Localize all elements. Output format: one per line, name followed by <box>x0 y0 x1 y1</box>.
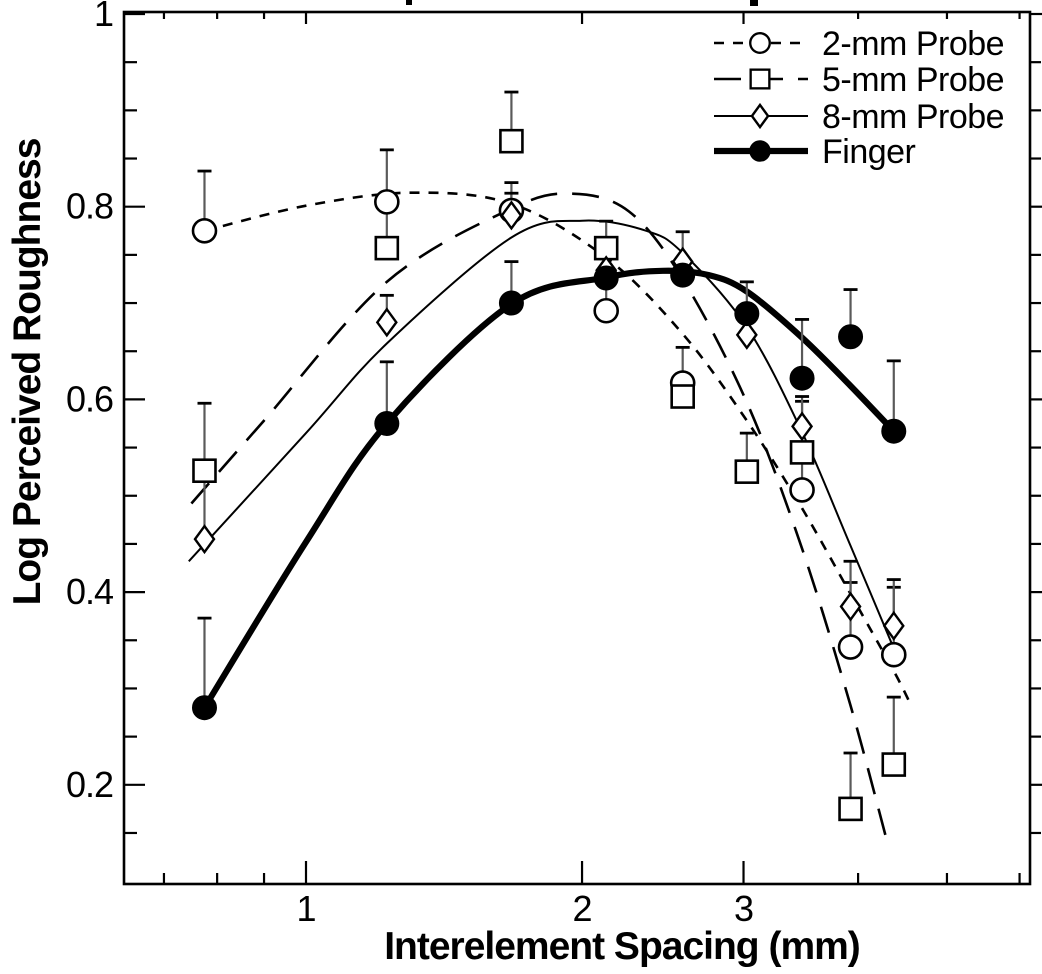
legend-label: Finger <box>822 133 916 171</box>
y-axis-title: Log Perceived Roughness <box>6 138 49 605</box>
legend-item-5-mm-probe: 5-mm Probe <box>714 61 1005 99</box>
legend-marker-open-square <box>749 68 771 90</box>
series-finger <box>191 262 907 721</box>
legend-item-2-mm-probe: 2-mm Probe <box>714 25 1005 63</box>
legend-label: 8-mm Probe <box>822 98 1004 136</box>
data-markers <box>191 128 907 822</box>
fit-curve-5-mm-probe <box>190 192 889 842</box>
fit-curves <box>188 191 911 842</box>
legend-item-finger: Finger <box>714 133 916 171</box>
legend-label: 5-mm Probe <box>822 61 1004 99</box>
x-tick-label: 1 <box>296 888 315 929</box>
y-tick-label: 0.6 <box>66 378 113 419</box>
legend-item-8-mm-probe: 8-mm Probe <box>714 98 1005 136</box>
y-tick-label: 0.4 <box>66 571 113 612</box>
series-8-mm-probe <box>193 200 905 641</box>
scan-artifact <box>750 0 758 6</box>
x-tick-label: 2 <box>573 888 592 929</box>
tick-labels: 1 0.8 0.6 0.4 0.2 1 2 3 <box>66 0 754 929</box>
y-tick-label: 1 <box>94 0 113 34</box>
axis-ticks <box>124 12 1042 884</box>
legend-marker-filled-circle <box>749 140 771 162</box>
y-tick-label: 0.8 <box>66 186 113 227</box>
legend-marker-open-circle <box>749 32 771 54</box>
x-tick-label: 3 <box>734 888 753 929</box>
scan-artifact <box>406 0 412 5</box>
legend-label: 2-mm Probe <box>822 25 1004 63</box>
x-axis-title: Interelement Spacing (mm) <box>384 925 860 968</box>
fit-curve-8-mm-probe <box>188 219 902 665</box>
legend-marker-open-diamond <box>750 102 770 130</box>
series-5-mm-probe <box>192 128 907 822</box>
y-tick-label: 0.2 <box>66 764 113 805</box>
